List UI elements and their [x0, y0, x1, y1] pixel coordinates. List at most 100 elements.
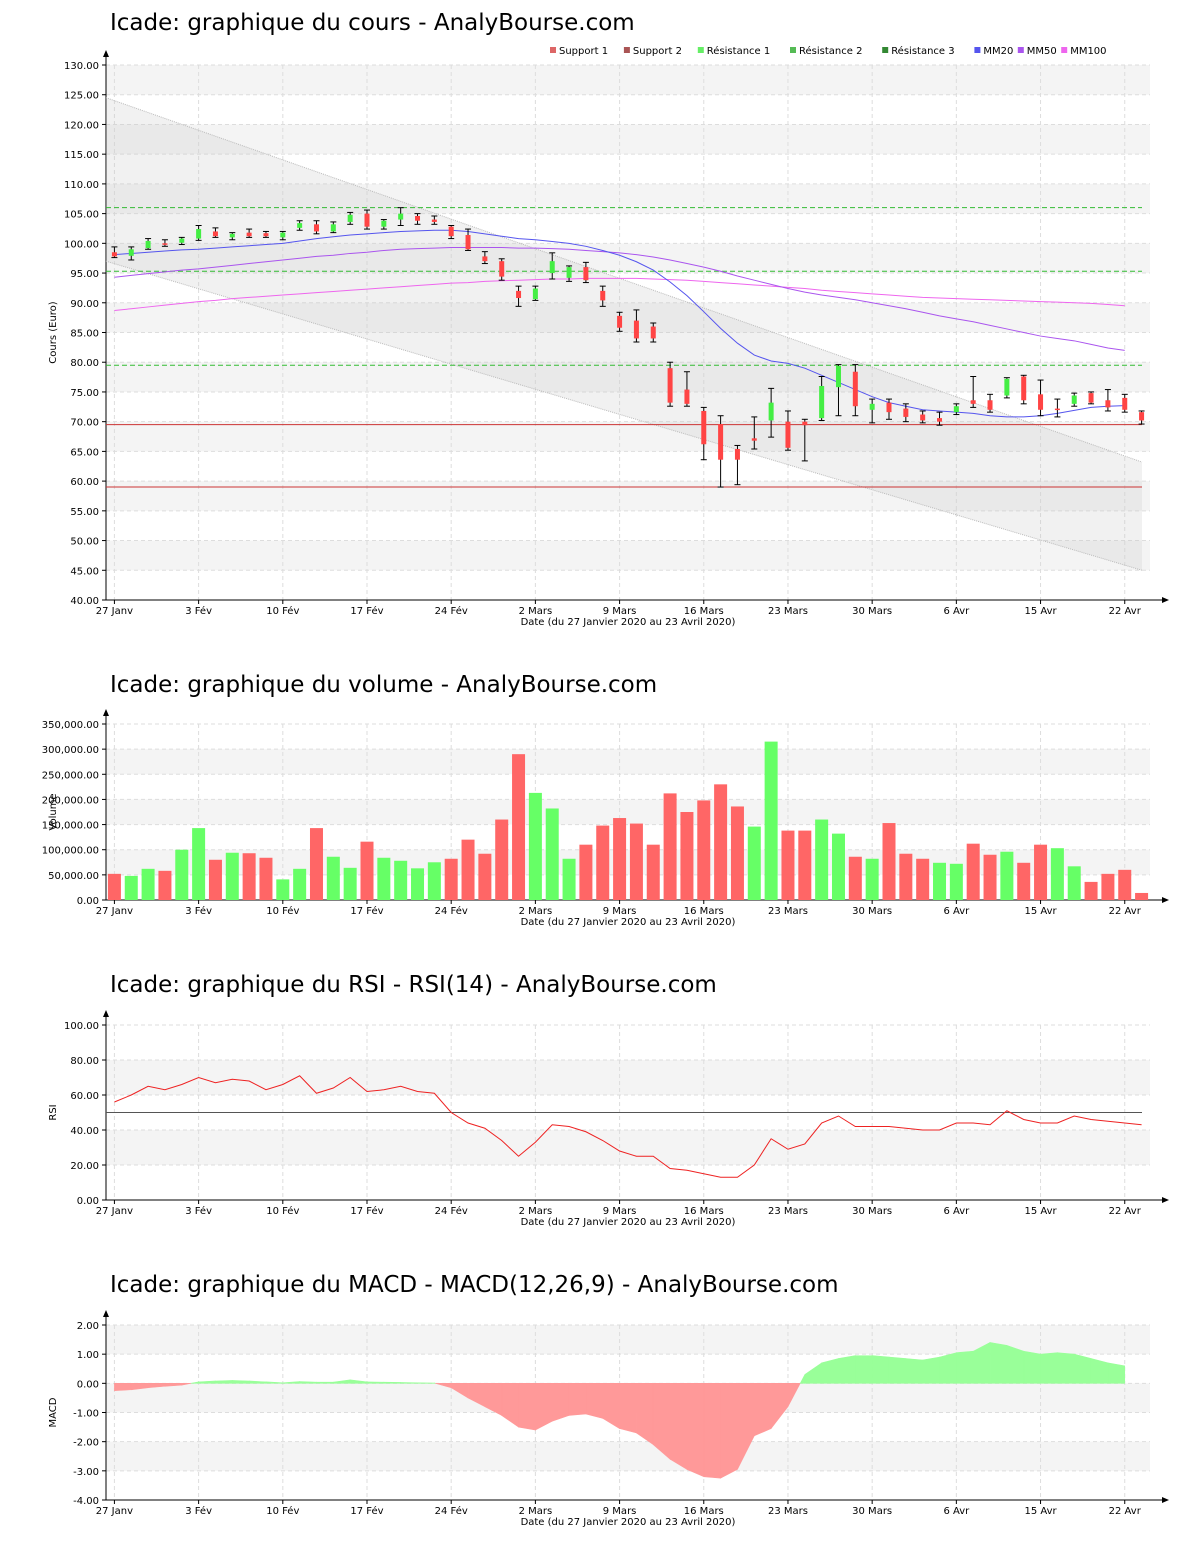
- x-axis-arrow: [1162, 597, 1169, 603]
- candle-body: [869, 403, 875, 410]
- macd-area-segment: [686, 1383, 705, 1478]
- x-tick-label: 17 Fév: [350, 1205, 383, 1217]
- y-tick-label: 0.00: [77, 1379, 99, 1390]
- y-tick-label: 75.00: [70, 388, 99, 399]
- y-tick-label: 100,000.00: [42, 846, 99, 857]
- y-tick-label: 85.00: [70, 329, 99, 340]
- macd-area-segment: [215, 1380, 233, 1384]
- x-tick-label: 27 Janv: [96, 1206, 133, 1217]
- legend-label: Support 1: [559, 46, 608, 57]
- trend-channel-lower: [105, 260, 1143, 571]
- macd-area-segment: [804, 1362, 822, 1384]
- candle-body: [313, 224, 319, 232]
- candle-body: [903, 408, 909, 417]
- x-axis-arrow: [1162, 1197, 1169, 1203]
- y-tick-label: 150,000.00: [42, 821, 99, 832]
- macd-area-segment: [366, 1381, 385, 1384]
- legend-swatch: [623, 47, 630, 53]
- x-tick-label: 23 Mars: [768, 906, 808, 917]
- grid-band: [106, 1060, 1150, 1095]
- candle-body: [600, 290, 606, 301]
- volume-bar: [1135, 892, 1149, 900]
- candle-body: [145, 240, 151, 249]
- rsi-chart: 0.00 20.00 40.00 60.00 80.00 100.00 27 Janv 3 F…: [48, 1010, 1169, 1228]
- x-tick-label: 16 Mars: [684, 1206, 724, 1217]
- volume-bar: [848, 856, 862, 900]
- x-tick-label: 6 Avr: [943, 606, 970, 617]
- legend-swatch: [882, 47, 889, 53]
- volume-bar: [411, 868, 425, 900]
- macd-area-segment: [400, 1382, 418, 1384]
- candle-body: [1122, 397, 1128, 410]
- grid-band: [106, 1441, 1150, 1471]
- macd-area-segment: [1023, 1350, 1041, 1384]
- x-tick-label: 22 Avr: [1109, 606, 1142, 617]
- candle-body: [1088, 393, 1094, 403]
- candle-body: [751, 438, 757, 441]
- volume-bar: [663, 793, 677, 900]
- y-tick-label: 40.00: [70, 596, 99, 607]
- grid-band: [106, 1130, 1150, 1165]
- legend-swatch: [974, 47, 981, 53]
- grid-band: [106, 799, 1150, 825]
- volume-bar: [579, 844, 593, 900]
- macd-area-segment: [619, 1383, 637, 1434]
- candle-body: [448, 226, 454, 237]
- x-axis-label: Date (du 27 Janvier 2020 au 23 Avril 202…: [521, 917, 736, 928]
- macd-area-segment: [585, 1383, 604, 1419]
- y-axis-label: RSI: [48, 1104, 59, 1120]
- y-tick-label: 80.00: [70, 358, 99, 369]
- grid-band: [106, 65, 1150, 95]
- y-tick-label: 55.00: [70, 507, 99, 518]
- x-tick-label: 23 Mars: [768, 1506, 808, 1517]
- price-chart: 40.00 45.00 50.00 55.00 60.00 65.00 70.00 75.00…: [48, 45, 1169, 628]
- x-tick-label: 15 Avr: [1024, 606, 1057, 617]
- legend-label: MM20: [983, 46, 1013, 57]
- x-tick-label: 30 Mars: [852, 1506, 892, 1517]
- macd-area-segment: [114, 1383, 132, 1391]
- candle-body: [263, 233, 269, 237]
- candle-body: [162, 243, 168, 245]
- y-tick-label: 0.00: [77, 896, 99, 907]
- volume-bar: [427, 862, 441, 900]
- volume-bar: [730, 806, 744, 900]
- macd-area-segment: [501, 1383, 519, 1428]
- candle-body: [1021, 376, 1027, 401]
- x-tick-label: 3 Fév: [185, 605, 212, 617]
- volume-bar: [1034, 844, 1048, 900]
- candle-body: [1139, 412, 1145, 421]
- volume-bar: [798, 830, 812, 900]
- macd-area-segment: [282, 1381, 300, 1384]
- candle-body: [516, 290, 522, 299]
- y-tick-label: 105.00: [64, 210, 99, 221]
- x-tick-label: 27 Janv: [96, 606, 133, 617]
- candle-body: [111, 252, 117, 257]
- macd-area-segment: [231, 1380, 250, 1384]
- macd-area-segment: [871, 1355, 890, 1384]
- x-axis-arrow: [1162, 897, 1169, 903]
- x-axis-label: Date (du 27 Janvier 2020 au 23 Avril 202…: [521, 617, 736, 628]
- macd-area-segment: [333, 1379, 351, 1384]
- volume-bar: [831, 833, 845, 900]
- candle-body: [920, 414, 926, 421]
- rsi-panel: Icade: graphique du RSI - RSI(14) - Anal…: [0, 940, 1200, 1240]
- macd-panel: Icade: graphique du MACD - MACD(12,26,9)…: [0, 1240, 1200, 1540]
- macd-chart-title: Icade: graphique du MACD - MACD(12,26,9)…: [110, 1272, 839, 1298]
- y-axis-arrow: [103, 1010, 109, 1017]
- y-tick-label: 95.00: [70, 269, 99, 280]
- macd-area-segment: [855, 1355, 873, 1384]
- macd-area-segment: [349, 1379, 368, 1384]
- macd-area-segment: [753, 1383, 772, 1437]
- x-tick-label: 24 Fév: [435, 605, 468, 617]
- candle-body: [364, 213, 370, 227]
- volume-bar: [1017, 862, 1031, 900]
- x-tick-label: 6 Avr: [943, 906, 970, 917]
- x-tick-label: 17 Fév: [350, 605, 383, 617]
- x-axis-label: Date (du 27 Janvier 2020 au 23 Avril 202…: [521, 1217, 736, 1228]
- x-tick-label: 9 Mars: [603, 606, 637, 617]
- macd-area-segment: [905, 1358, 923, 1384]
- candle-body: [819, 386, 825, 419]
- volume-bar: [343, 867, 357, 900]
- candle-body: [431, 219, 437, 222]
- y-tick-label: 110.00: [64, 180, 99, 191]
